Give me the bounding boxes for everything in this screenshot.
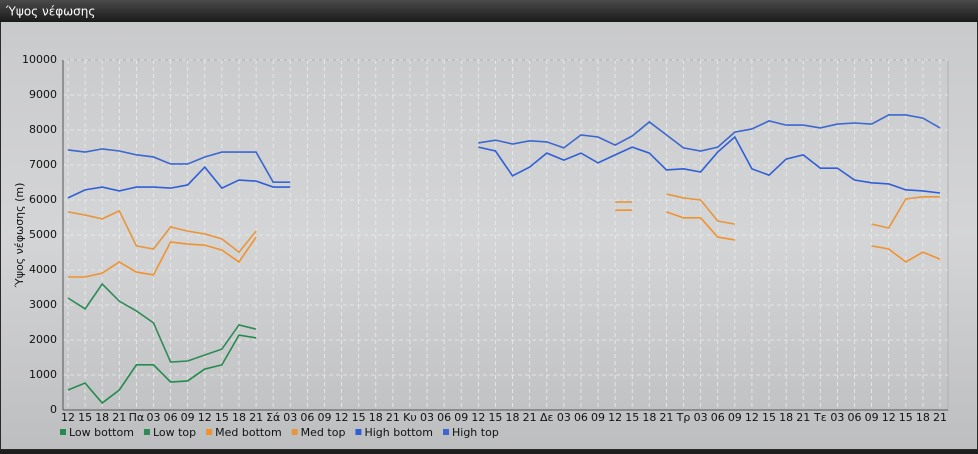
y-tick-label: 0 [50, 403, 57, 416]
x-tick-label: 03 [830, 411, 844, 424]
panel-header [0, 0, 978, 22]
x-tick-label: 21 [523, 411, 537, 424]
y-tick-label: 8000 [29, 123, 57, 136]
y-tick-label: 9000 [29, 88, 57, 101]
x-tick-label: 15 [488, 411, 502, 424]
legend-swatch [355, 429, 362, 435]
x-tick-label: 18 [232, 411, 246, 424]
series-line [666, 211, 735, 241]
panel-title: Ύψος νέφωσης [5, 5, 95, 19]
x-tick-label: 03 [694, 411, 708, 424]
legend-swatch [60, 429, 66, 435]
series-line [68, 236, 257, 278]
x-tick-label: 06 [848, 411, 862, 424]
x-tick-label: 03 [146, 411, 160, 424]
y-tick-label: 4000 [29, 263, 57, 276]
series-line [871, 245, 941, 263]
x-tick-label: 06 [574, 411, 588, 424]
x-tick-label: 15 [762, 411, 776, 424]
x-tick-label: Τε [813, 411, 827, 424]
legend-label: Med top [301, 426, 346, 439]
legend-label: Low top [153, 426, 196, 439]
x-tick-label: 15 [352, 411, 366, 424]
x-tick-label: Σά [266, 411, 280, 424]
x-tick-label: 21 [386, 411, 400, 424]
x-tick-label: 09 [591, 411, 605, 424]
series-line [67, 148, 291, 183]
series-line [478, 135, 941, 194]
x-tick-label: 03 [557, 411, 571, 424]
x-tick-label: 18 [369, 411, 383, 424]
x-tick-label: 18 [642, 411, 656, 424]
x-tick-label: 21 [659, 411, 673, 424]
y-tick-label: 2000 [29, 333, 57, 346]
y-tick-label: 7000 [29, 158, 57, 171]
x-tick-label: 12 [745, 411, 759, 424]
series-line [67, 282, 257, 363]
x-tick-label: Πα [129, 411, 145, 424]
x-tick-label: 21 [249, 411, 263, 424]
series-line [666, 193, 735, 225]
x-tick-label: 15 [625, 411, 639, 424]
y-tick-label: 5000 [29, 228, 57, 241]
x-tick-label: 21 [933, 411, 947, 424]
x-tick-label: 09 [317, 411, 331, 424]
x-tick-label: 12 [608, 411, 622, 424]
x-tick-label: 09 [865, 411, 879, 424]
series-line [478, 114, 941, 152]
legend-swatch [206, 429, 213, 435]
x-tick-label: 09 [181, 411, 195, 424]
legend-label: High bottom [364, 426, 433, 439]
series-line [67, 334, 257, 405]
x-tick-label: 12 [882, 411, 896, 424]
x-tick-label: 18 [95, 411, 109, 424]
series-line [871, 196, 940, 229]
x-tick-label: Κυ [403, 411, 417, 424]
y-axis-label: Ύψος νέφωσης (m) [13, 183, 26, 289]
x-tick-label: Δε [540, 411, 554, 424]
x-tick-label: 18 [916, 411, 930, 424]
x-tick-label: 06 [437, 411, 451, 424]
y-tick-label: 1000 [29, 368, 57, 381]
x-tick-label: 12 [61, 411, 75, 424]
series-line [67, 209, 257, 254]
x-tick-label: 15 [899, 411, 913, 424]
y-tick-label: 10000 [22, 53, 57, 66]
x-tick-label: 06 [164, 411, 178, 424]
x-tick-label: 18 [779, 411, 793, 424]
y-tick-label: 6000 [29, 193, 57, 206]
legend-label: High top [452, 426, 499, 439]
x-tick-label: 21 [112, 411, 126, 424]
y-tick-label: 3000 [29, 298, 57, 311]
x-tick-label: 03 [283, 411, 297, 424]
legend-swatch [291, 429, 298, 435]
legend-swatch [143, 429, 150, 435]
x-tick-label: 09 [728, 411, 742, 424]
legend-label: Med bottom [215, 426, 282, 439]
x-tick-label: 21 [796, 411, 810, 424]
x-tick-label: 15 [78, 411, 92, 424]
x-tick-label: 18 [506, 411, 520, 424]
x-tick-label: 15 [215, 411, 229, 424]
x-tick-label: Τρ [676, 411, 691, 424]
x-tick-label: 09 [454, 411, 468, 424]
x-tick-label: 12 [335, 411, 349, 424]
legend-swatch [443, 429, 449, 435]
x-tick-label: 03 [420, 411, 434, 424]
x-tick-label: 12 [471, 411, 485, 424]
legend-label: Low bottom [69, 426, 134, 439]
series-line [67, 165, 291, 199]
x-tick-label: 06 [711, 411, 725, 424]
x-tick-label: 06 [300, 411, 314, 424]
x-tick-label: 12 [198, 411, 212, 424]
panel-body [1, 22, 977, 449]
